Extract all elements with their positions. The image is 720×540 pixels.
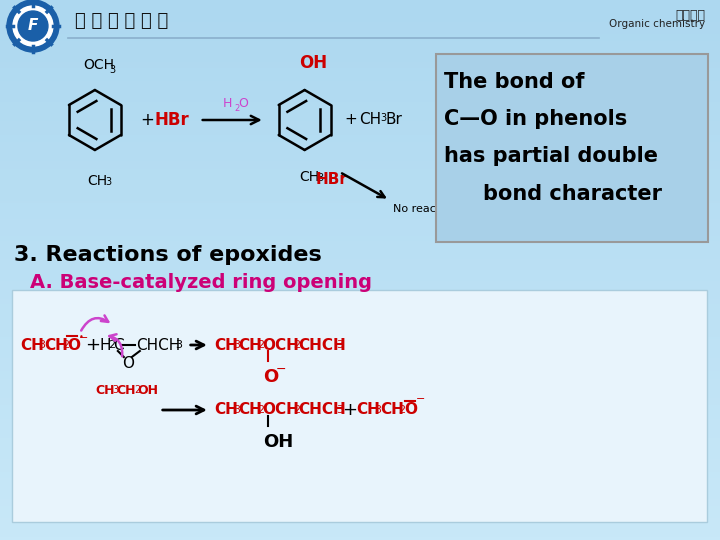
Text: 3: 3 <box>233 405 240 415</box>
Text: 3: 3 <box>105 177 111 187</box>
Circle shape <box>18 11 48 41</box>
FancyArrowPatch shape <box>81 315 108 330</box>
Text: F: F <box>28 18 38 33</box>
Text: 3: 3 <box>109 65 115 75</box>
Circle shape <box>13 6 53 46</box>
Text: H: H <box>223 97 233 110</box>
Text: CH: CH <box>117 383 136 396</box>
Text: 3: 3 <box>175 340 181 350</box>
Text: CH: CH <box>239 402 263 417</box>
Text: −: − <box>276 362 286 375</box>
Text: CH: CH <box>381 402 405 417</box>
Text: +: + <box>85 336 100 354</box>
Text: OH: OH <box>299 54 327 72</box>
Text: 2: 2 <box>398 405 405 415</box>
Text: The bond of: The bond of <box>444 72 585 92</box>
Text: +: + <box>345 112 357 127</box>
Text: Br: Br <box>385 112 402 127</box>
Text: O: O <box>122 355 134 370</box>
Text: No reaction: No reaction <box>392 204 456 214</box>
Text: CH: CH <box>300 170 320 184</box>
Text: +: + <box>343 401 358 419</box>
Text: 3: 3 <box>336 405 343 415</box>
Text: OCH: OCH <box>263 402 300 417</box>
Text: H: H <box>100 338 112 353</box>
Text: −: − <box>79 333 89 343</box>
Text: 3: 3 <box>318 173 324 183</box>
Text: HBr: HBr <box>155 111 189 129</box>
Text: 3: 3 <box>38 340 45 350</box>
Text: CH: CH <box>87 174 107 188</box>
Text: OH: OH <box>138 383 159 396</box>
Text: C: C <box>113 338 124 353</box>
Text: 3: 3 <box>381 113 387 123</box>
Text: Organic chemistry: Organic chemistry <box>609 19 705 29</box>
Text: −: − <box>415 394 425 404</box>
Text: has partial double: has partial double <box>444 146 659 166</box>
Text: CH: CH <box>239 338 263 353</box>
Text: 2: 2 <box>235 104 240 113</box>
Text: 3: 3 <box>374 405 382 415</box>
FancyBboxPatch shape <box>436 54 708 242</box>
Text: CH: CH <box>20 338 44 353</box>
Text: 3: 3 <box>233 340 240 350</box>
Text: OCH: OCH <box>263 338 300 353</box>
Text: CHCH: CHCH <box>136 338 180 353</box>
Text: 2: 2 <box>257 340 264 350</box>
Text: bond character: bond character <box>483 184 662 204</box>
Text: +: + <box>140 111 153 129</box>
Text: CH: CH <box>215 402 238 417</box>
Text: CH: CH <box>359 112 382 127</box>
FancyBboxPatch shape <box>12 290 707 522</box>
Text: CH: CH <box>356 402 380 417</box>
Text: C—O in phenols: C—O in phenols <box>444 109 628 129</box>
Text: 有机化学: 有机化学 <box>675 9 705 22</box>
Text: 2: 2 <box>108 340 115 350</box>
Text: •: • <box>79 334 84 342</box>
Text: 2: 2 <box>292 405 300 415</box>
Text: 2: 2 <box>257 405 264 415</box>
Text: CH: CH <box>95 383 114 396</box>
Text: O: O <box>67 338 80 353</box>
Text: 2: 2 <box>62 340 69 350</box>
Text: 3: 3 <box>112 385 118 395</box>
Text: 3: 3 <box>336 340 343 350</box>
Text: O: O <box>239 97 248 110</box>
Text: O: O <box>263 368 278 386</box>
FancyArrowPatch shape <box>109 334 122 356</box>
Text: CHCH: CHCH <box>299 338 346 353</box>
Text: HBr: HBr <box>315 172 348 187</box>
Text: 河 南 工 程 学 院: 河 南 工 程 学 院 <box>75 12 168 30</box>
Text: O: O <box>405 402 418 417</box>
Text: A. Base-catalyzed ring opening: A. Base-catalyzed ring opening <box>30 273 372 292</box>
Text: CHCH: CHCH <box>299 402 346 417</box>
Text: OH: OH <box>263 433 293 451</box>
Text: CH: CH <box>215 338 238 353</box>
Text: 3. Reactions of epoxides: 3. Reactions of epoxides <box>14 245 322 265</box>
Text: CH: CH <box>44 338 68 353</box>
Text: 2: 2 <box>134 385 140 395</box>
Circle shape <box>7 0 59 52</box>
Text: OCH: OCH <box>83 58 114 72</box>
Text: 2: 2 <box>292 340 300 350</box>
